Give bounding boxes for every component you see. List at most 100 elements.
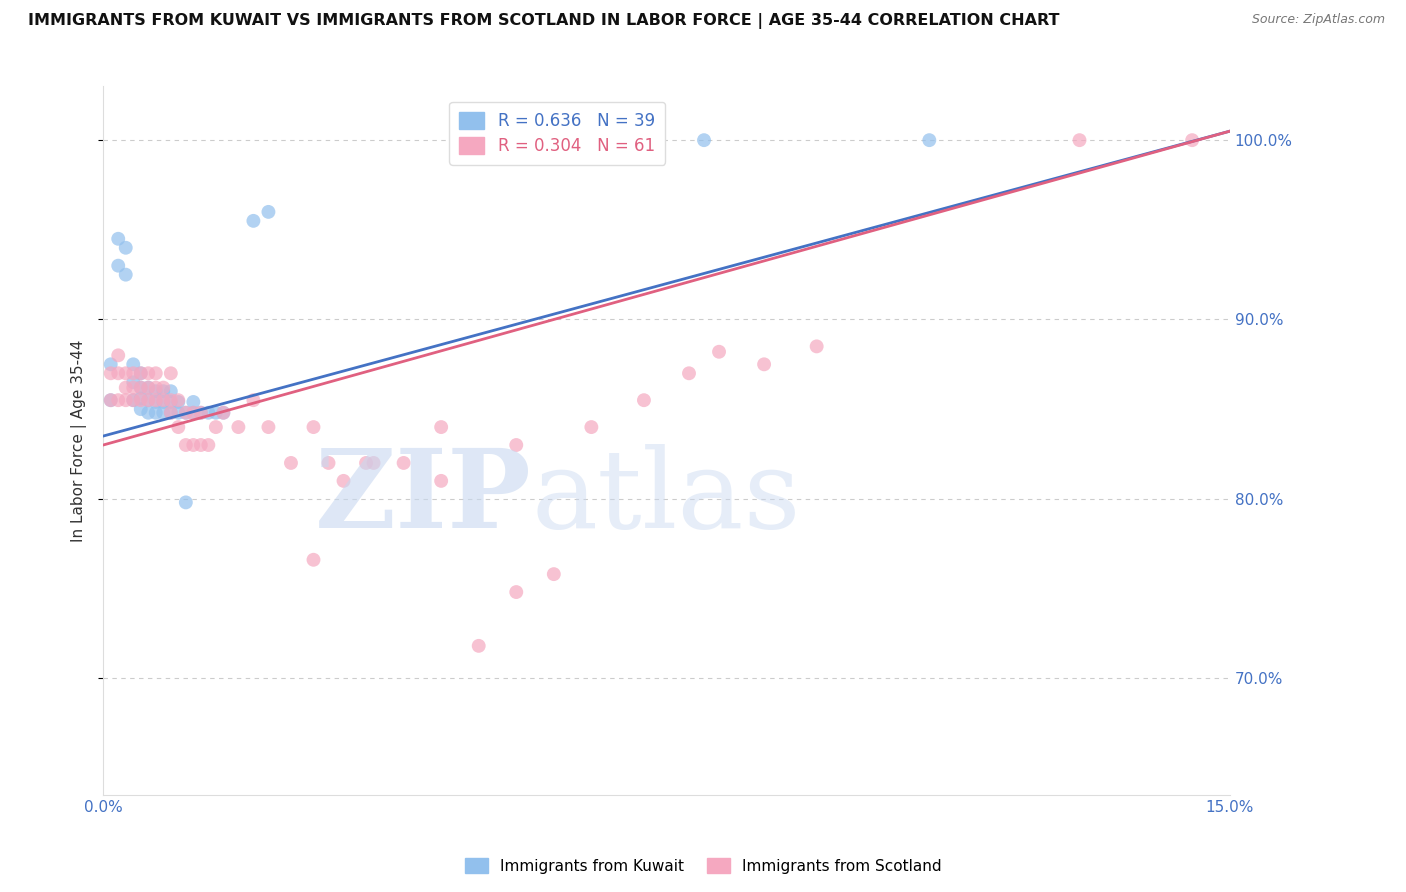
Point: [114, 393, 136, 408]
Point: [392, 456, 415, 470]
Point: [257, 420, 280, 434]
Point: [129, 381, 152, 395]
Point: [205, 406, 228, 420]
Point: [145, 393, 167, 408]
Point: [136, 393, 159, 408]
Point: [152, 384, 174, 399]
Text: ZIP: ZIP: [315, 443, 531, 550]
Y-axis label: In Labor Force | Age 35-44: In Labor Force | Age 35-44: [72, 339, 87, 541]
Point: [159, 406, 181, 420]
Point: [159, 406, 181, 420]
Point: [363, 456, 385, 470]
Point: [122, 393, 145, 408]
Legend: R = 0.636   N = 39, R = 0.304   N = 61: R = 0.636 N = 39, R = 0.304 N = 61: [450, 102, 665, 165]
Point: [114, 381, 136, 395]
Point: [145, 395, 167, 409]
Point: [183, 395, 205, 409]
Point: [174, 438, 197, 452]
Point: [107, 259, 129, 273]
Point: [129, 381, 152, 395]
Point: [693, 133, 716, 147]
Point: [107, 366, 129, 380]
Point: [122, 381, 145, 395]
Point: [183, 438, 205, 452]
Point: [129, 366, 152, 380]
Point: [190, 406, 212, 420]
Point: [122, 393, 145, 408]
Point: [212, 406, 235, 420]
Point: [100, 357, 122, 371]
Point: [318, 456, 340, 470]
Point: [257, 205, 280, 219]
Point: [152, 393, 174, 408]
Point: [145, 381, 167, 395]
Point: [1069, 133, 1091, 147]
Point: [100, 393, 122, 408]
Point: [114, 366, 136, 380]
Point: [581, 420, 603, 434]
Point: [107, 232, 129, 246]
Point: [167, 395, 190, 409]
Point: [167, 420, 190, 434]
Point: [136, 381, 159, 395]
Point: [354, 456, 377, 470]
Point: [228, 420, 250, 434]
Point: [122, 357, 145, 371]
Point: [280, 456, 302, 470]
Point: [100, 393, 122, 408]
Point: [467, 639, 489, 653]
Point: [806, 339, 828, 353]
Point: [183, 406, 205, 420]
Point: [136, 381, 159, 395]
Point: [707, 344, 730, 359]
Point: [332, 474, 354, 488]
Text: atlas: atlas: [531, 443, 801, 550]
Point: [159, 366, 181, 380]
Text: IMMIGRANTS FROM KUWAIT VS IMMIGRANTS FROM SCOTLAND IN LABOR FORCE | AGE 35-44 CO: IMMIGRANTS FROM KUWAIT VS IMMIGRANTS FRO…: [28, 13, 1060, 29]
Point: [136, 393, 159, 408]
Point: [242, 214, 264, 228]
Point: [122, 376, 145, 390]
Point: [197, 406, 219, 420]
Point: [129, 392, 152, 406]
Point: [145, 384, 167, 399]
Point: [145, 366, 167, 380]
Point: [242, 393, 264, 408]
Point: [183, 406, 205, 420]
Text: Source: ZipAtlas.com: Source: ZipAtlas.com: [1251, 13, 1385, 27]
Point: [174, 495, 197, 509]
Point: [167, 393, 190, 408]
Point: [752, 357, 775, 371]
Point: [159, 393, 181, 408]
Point: [430, 420, 453, 434]
Point: [107, 348, 129, 362]
Point: [167, 406, 190, 420]
Point: [122, 366, 145, 380]
Point: [136, 406, 159, 420]
Legend: Immigrants from Kuwait, Immigrants from Scotland: Immigrants from Kuwait, Immigrants from …: [458, 852, 948, 880]
Point: [152, 406, 174, 420]
Point: [152, 395, 174, 409]
Point: [302, 420, 325, 434]
Point: [190, 438, 212, 452]
Point: [505, 438, 527, 452]
Point: [190, 406, 212, 420]
Point: [205, 420, 228, 434]
Point: [174, 406, 197, 420]
Point: [633, 393, 655, 408]
Point: [197, 438, 219, 452]
Point: [543, 567, 565, 582]
Point: [129, 402, 152, 417]
Point: [302, 553, 325, 567]
Point: [100, 366, 122, 380]
Point: [918, 133, 941, 147]
Point: [107, 393, 129, 408]
Point: [1181, 133, 1204, 147]
Point: [212, 406, 235, 420]
Point: [159, 395, 181, 409]
Point: [145, 406, 167, 420]
Point: [152, 381, 174, 395]
Point: [129, 393, 152, 408]
Point: [174, 406, 197, 420]
Point: [678, 366, 700, 380]
